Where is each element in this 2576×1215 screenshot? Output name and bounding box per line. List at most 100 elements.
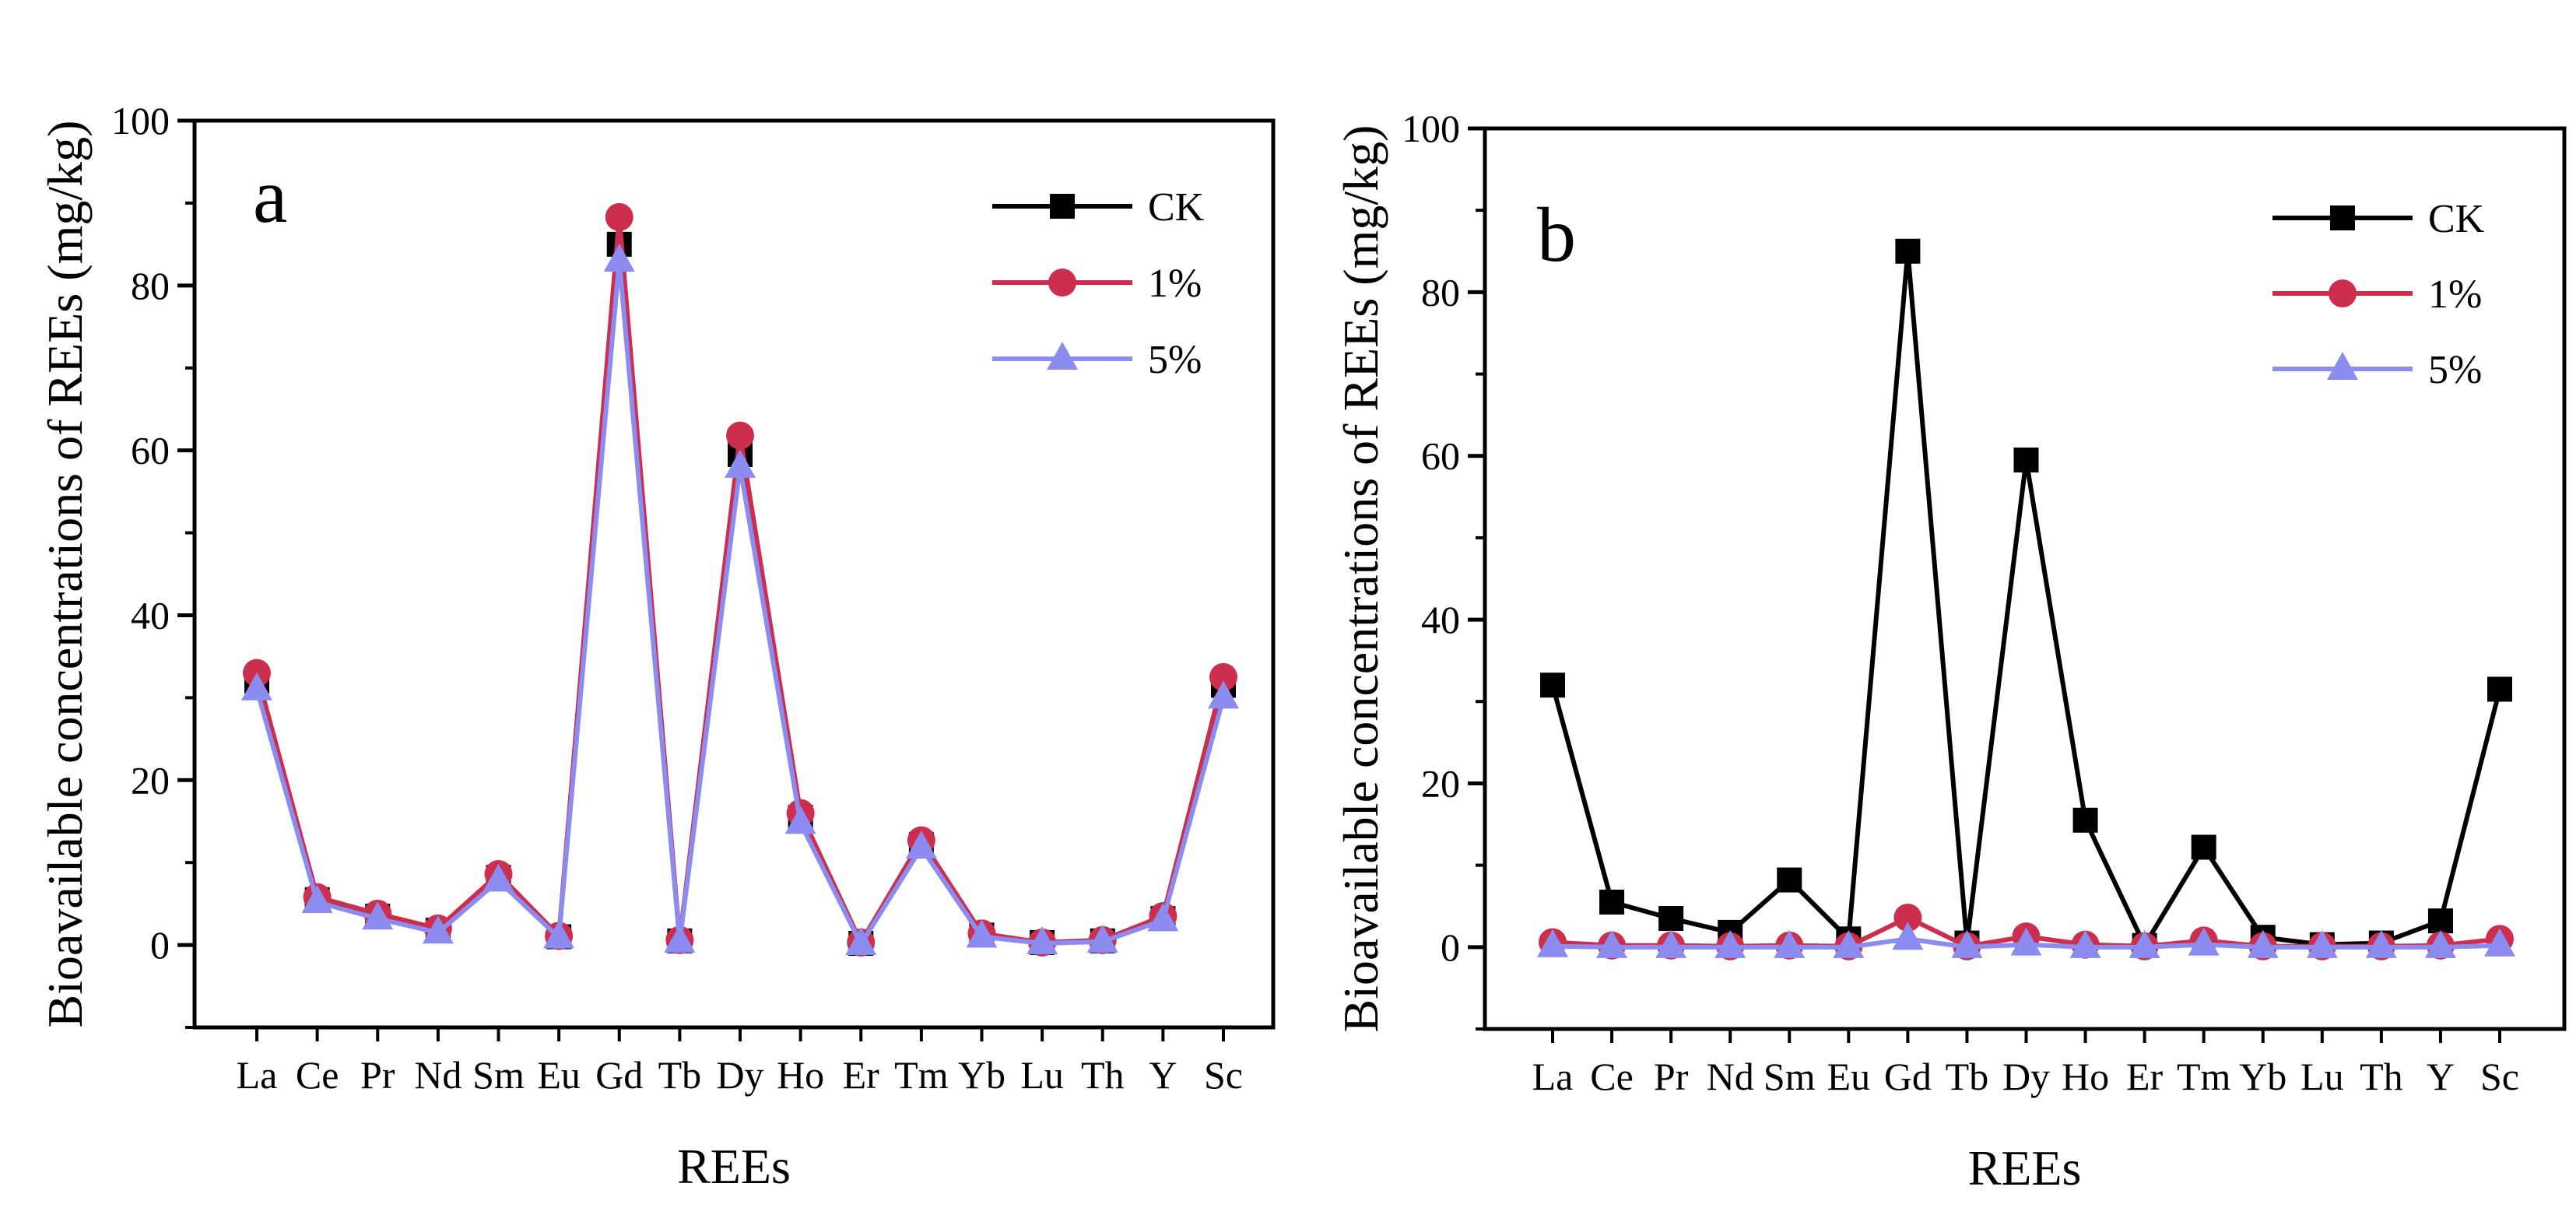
x-tick-label-Pr: Pr [1654, 1055, 1689, 1098]
series-CK [1540, 238, 2512, 958]
data-point-Th [1086, 924, 1118, 953]
data-point-Nd [1714, 929, 1746, 958]
data-point-La [1537, 929, 1568, 957]
x-tick-label-Ho: Ho [777, 1053, 824, 1097]
x-tick-label-Ho: Ho [2062, 1055, 2109, 1098]
data-point-Pr [362, 901, 394, 930]
data-point-Sc [2487, 676, 2512, 702]
data-point-Y [2424, 929, 2456, 958]
x-tick-label-La: La [237, 1053, 278, 1097]
y-tick-label: 60 [1421, 434, 1460, 478]
data-point-Tb [1951, 929, 1983, 958]
data-point-Sc [1208, 680, 1239, 709]
data-point-Sc [2484, 928, 2515, 957]
legend: CK 1% 5% [2272, 197, 2485, 392]
data-point-Dy [2010, 927, 2042, 956]
y-tick-label: 0 [1441, 925, 1460, 969]
legend-marker-1% [1048, 269, 1076, 297]
series-CK [244, 231, 1236, 956]
data-point-Er [845, 927, 877, 956]
data-point-Ho [2072, 807, 2098, 833]
y-tick-label: 20 [131, 758, 170, 802]
y-tick-label: 0 [150, 923, 170, 967]
x-tick-label-Gd: Gd [595, 1053, 643, 1097]
data-point-Er [2129, 929, 2160, 958]
legend-label-5%: 5% [2428, 348, 2482, 392]
data-point-Ce [1596, 929, 1628, 958]
series-5% [1537, 922, 2515, 958]
x-tick-label-Tb: Tb [658, 1053, 702, 1097]
x-tick-label-Dy: Dy [2002, 1055, 2050, 1098]
data-point-Tb [664, 924, 696, 953]
panel-letter: a [253, 153, 287, 239]
x-tick-label-Nd: Nd [414, 1053, 462, 1097]
panel-letter: b [1537, 191, 1576, 278]
data-point-Ce [301, 885, 333, 914]
legend-marker-CK [1050, 194, 1075, 219]
data-point-Ho [2069, 929, 2101, 958]
x-tick-label-Ce: Ce [1590, 1055, 1634, 1098]
data-point-Yb [966, 919, 998, 948]
y-tick-label: 100 [1402, 107, 1460, 150]
x-tick-label-Sm: Sm [472, 1053, 525, 1097]
legend: CK 1% 5% [992, 185, 1205, 382]
legend-label-1%: 1% [2428, 272, 2482, 317]
x-tick-label-Er: Er [843, 1053, 880, 1097]
series-line-CK [1550, 251, 2502, 951]
data-point-Sc [1209, 662, 1237, 691]
x-tick-label-La: La [1532, 1055, 1574, 1098]
series-line-1% [254, 216, 1226, 948]
y-tick-label: 40 [131, 593, 170, 637]
data-point-Gd [1892, 922, 1924, 950]
data-point-Sm [1777, 867, 1802, 893]
data-point-Dy [2013, 447, 2039, 472]
y-axis-title: Bioavailable concentrations of REEs (mg/… [1333, 125, 1388, 1033]
series-line-CK [254, 244, 1226, 949]
data-point-Dy [726, 421, 754, 450]
data-point-Sm [1774, 929, 1806, 958]
legend-marker-5% [2327, 352, 2358, 380]
data-point-Gd [603, 244, 635, 272]
x-tick-label-Er: Er [2126, 1055, 2164, 1098]
legend-label-1%: 1% [1148, 262, 1202, 306]
y-tick-label: 80 [1421, 270, 1460, 314]
data-point-Gd [605, 202, 633, 231]
data-point-Th [2365, 929, 2397, 958]
data-point-Lu [2306, 929, 2338, 958]
series-line-5% [254, 260, 1226, 950]
legend-label-5%: 5% [1148, 338, 1202, 382]
x-tick-label-Eu: Eu [1827, 1055, 1871, 1098]
legend-label-CK: CK [2428, 197, 2485, 241]
x-tick-label-Sm: Sm [1764, 1055, 1816, 1098]
data-point-Y [1147, 903, 1179, 932]
data-point-Tm [2191, 834, 2216, 860]
x-tick-label-Gd: Gd [1884, 1055, 1932, 1098]
legend-marker-5% [1047, 342, 1078, 370]
x-axis-title: REEs [1968, 1140, 2082, 1196]
x-tick-label-Yb: Yb [958, 1053, 1005, 1097]
data-point-La [241, 672, 272, 701]
panel-a: 0 20 40 60 80 100 La Ce Pr Nd Sm Eu Gd Tb Dy Ho Er Tm Yb Lu… [37, 99, 1276, 1194]
data-point-Dy [725, 449, 756, 478]
y-tick-label: 80 [131, 264, 170, 307]
data-point-Tm [905, 830, 937, 859]
plot-frame [1483, 126, 2567, 1031]
data-point-Eu [1833, 929, 1865, 958]
data-point-Lu [1027, 925, 1058, 954]
y-tick-label: 100 [111, 99, 170, 142]
x-axis-title: REEs [677, 1139, 791, 1194]
data-point-Pr [1655, 929, 1687, 958]
x-tick-label-Th: Th [2360, 1055, 2403, 1098]
data-point-Tm [2188, 927, 2220, 956]
legend-marker-1% [2329, 279, 2357, 307]
x-tick-label-Tb: Tb [1946, 1055, 1989, 1098]
legend-label-CK: CK [1148, 185, 1205, 230]
legend-marker-CK [2330, 205, 2355, 230]
x-tick-label-Yb: Yb [2239, 1055, 2286, 1098]
data-point-Gd [1893, 903, 1922, 932]
x-tick-label-Sc: Sc [2480, 1055, 2519, 1098]
x-tick-label-Y: Y [2427, 1055, 2455, 1098]
